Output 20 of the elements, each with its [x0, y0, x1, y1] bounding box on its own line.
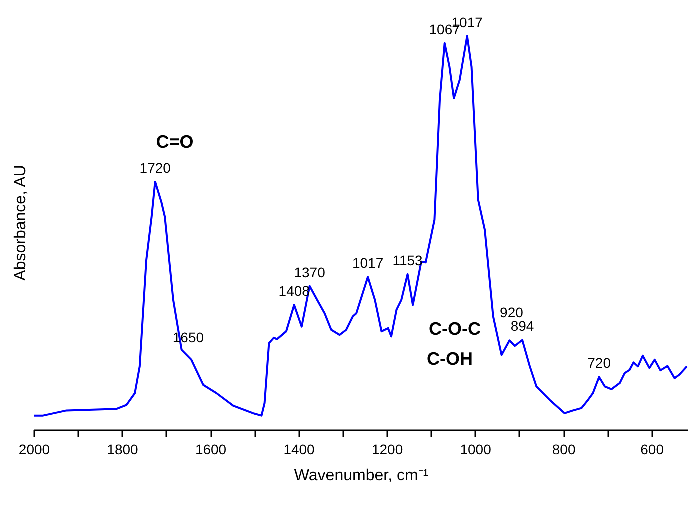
y-axis-title: Absorbance, AU [12, 165, 30, 281]
x-tick-label: 1800 [107, 442, 139, 458]
annotation: 1153 [392, 252, 424, 268]
annotation: C-OH [427, 349, 473, 369]
x-axis-title: Wavenumber, cm⁻¹ [294, 468, 429, 484]
x-tick-label: 1200 [372, 442, 404, 458]
annotation: C=O [156, 132, 194, 152]
x-tick-label: 1400 [284, 442, 316, 458]
annotation: 720 [588, 355, 612, 372]
x-tick-label: 800 [552, 442, 576, 458]
x-tick-label: 2000 [18, 442, 50, 458]
annotation: C-O-C [429, 319, 481, 339]
x-tick-label: 1000 [460, 442, 492, 458]
annotation: 1017 [352, 255, 384, 272]
annotation: 920 [500, 304, 524, 321]
annotation: 1720 [140, 160, 172, 176]
x-tick-label: 1600 [195, 442, 227, 458]
x-tick-label: 600 [640, 442, 664, 458]
annotation: 894 [510, 318, 534, 334]
annotation: 1370 [294, 264, 326, 280]
